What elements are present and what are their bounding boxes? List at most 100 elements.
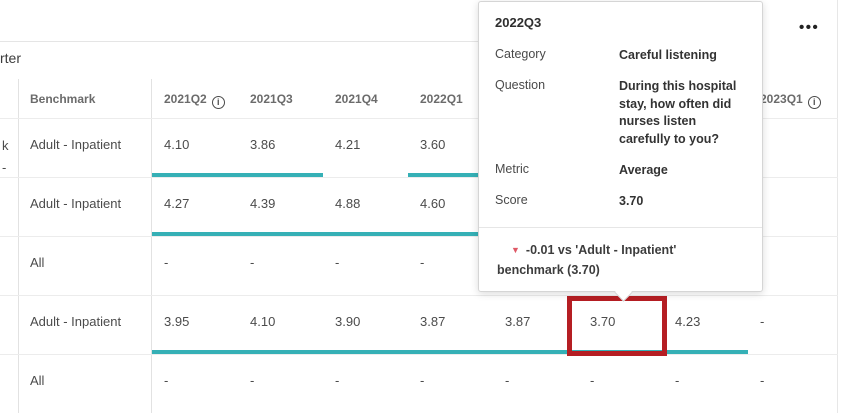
cell-value: 4.60 bbox=[420, 196, 446, 211]
cell-value: 3.95 bbox=[164, 314, 190, 329]
cell-value: 4.39 bbox=[250, 196, 276, 211]
benchmark-cell: Adult - Inpatient bbox=[19, 296, 152, 354]
cell-value: 3.87 bbox=[505, 314, 531, 329]
value-cell[interactable]: - bbox=[408, 355, 493, 413]
benchmark-column-header: Benchmark bbox=[19, 79, 152, 118]
tooltip-field-value: Average bbox=[619, 162, 668, 177]
value-cell[interactable]: 4.88 bbox=[323, 178, 408, 236]
cell-value: - bbox=[335, 255, 340, 270]
quarter-header-label: 2022Q1 bbox=[420, 92, 463, 106]
benchmark-bar bbox=[152, 173, 238, 177]
row-stub-fragment: - bbox=[2, 160, 7, 175]
quarter-header: 2021Q2 i bbox=[152, 79, 238, 118]
cell-value: 3.86 bbox=[250, 137, 276, 152]
row-stub-cell bbox=[0, 178, 19, 236]
value-cell[interactable]: - bbox=[323, 355, 408, 413]
value-cell[interactable]: 4.10 bbox=[238, 296, 323, 354]
value-cell[interactable]: - bbox=[578, 355, 663, 413]
benchmark-delta: ▼ -0.01 vs 'Adult - Inpatient' benchmark … bbox=[495, 241, 746, 280]
tooltip-field-label: Metric bbox=[495, 161, 530, 176]
cell-value: 4.10 bbox=[250, 314, 276, 329]
delta-down-icon: ▼ bbox=[511, 245, 520, 256]
benchmark-bar bbox=[663, 350, 748, 354]
highlighted-cell-outline bbox=[567, 296, 667, 356]
tooltip-field-category: Category Careful listening bbox=[495, 47, 746, 65]
value-cell[interactable]: 4.23 bbox=[663, 296, 748, 354]
tooltip-divider bbox=[479, 227, 762, 229]
tooltip-field-label: Score bbox=[495, 192, 528, 207]
benchmark-bar bbox=[152, 232, 238, 236]
row-stub-cell bbox=[0, 355, 19, 413]
value-cell[interactable]: 3.90 bbox=[323, 296, 408, 354]
quarter-header: 2023Q1 i bbox=[748, 79, 838, 118]
value-cell[interactable]: 3.95 bbox=[152, 296, 238, 354]
value-cell[interactable]: 4.10 bbox=[152, 119, 238, 177]
widget-right-border bbox=[837, 0, 838, 413]
value-cell[interactable]: 3.60 bbox=[408, 119, 493, 177]
widget-options-button[interactable]: ••• bbox=[799, 19, 820, 36]
cell-value: - bbox=[164, 255, 169, 270]
benchmark-bar bbox=[493, 350, 578, 354]
benchmark-bar bbox=[323, 350, 408, 354]
tooltip-field-metric: Metric Average bbox=[495, 162, 746, 180]
value-cell[interactable]: - bbox=[323, 237, 408, 295]
value-cell[interactable]: - bbox=[152, 237, 238, 295]
cell-value: 3.90 bbox=[335, 314, 361, 329]
cell-value: - bbox=[164, 373, 169, 388]
cell-value: 4.21 bbox=[335, 137, 361, 152]
value-cell[interactable]: - bbox=[748, 355, 838, 413]
value-cell[interactable]: - bbox=[408, 237, 493, 295]
value-cell[interactable]: 3.87 bbox=[408, 296, 493, 354]
cell-value: - bbox=[420, 373, 425, 388]
benchmark-cell: All bbox=[19, 237, 152, 295]
cell-value: - bbox=[420, 255, 425, 270]
table-row: All - - - - bbox=[0, 237, 838, 296]
benchmark-delta-text: -0.01 vs 'Adult - Inpatient' benchmark (… bbox=[497, 243, 677, 277]
widget-top-divider bbox=[0, 41, 478, 42]
info-icon[interactable]: i bbox=[211, 96, 225, 109]
row-stub-cell: k- bbox=[0, 119, 19, 177]
row-stub-cell bbox=[0, 296, 19, 354]
cell-value: 4.10 bbox=[164, 137, 190, 152]
table-row: Adult - Inpatient 3.95 4.10 3.90 3.87 3.87 3.7… bbox=[0, 296, 838, 355]
tooltip-field-label: Category bbox=[495, 47, 546, 61]
value-cell[interactable]: 4.39 bbox=[238, 178, 323, 236]
value-cell[interactable]: 4.27 bbox=[152, 178, 238, 236]
value-cell[interactable]: - bbox=[152, 355, 238, 413]
tooltip-field-value: 3.70 bbox=[619, 193, 644, 208]
cell-value: 3.70 bbox=[590, 314, 616, 329]
value-cell[interactable]: - bbox=[748, 296, 838, 354]
benchmark-bar bbox=[323, 232, 408, 236]
benchmark-bar bbox=[238, 173, 323, 177]
cell-value: 4.27 bbox=[164, 196, 190, 211]
table-row: Adult - Inpatient 4.27 4.39 4.88 4.60 bbox=[0, 178, 838, 237]
widget-title-fragment: rter bbox=[0, 50, 21, 66]
quarter-header-label: 2021Q2 bbox=[164, 92, 207, 106]
value-cell[interactable]: 4.21 bbox=[323, 119, 408, 177]
value-cell[interactable]: - bbox=[238, 355, 323, 413]
benchmark-cell: Adult - Inpatient bbox=[19, 119, 152, 177]
cell-value: - bbox=[335, 373, 340, 388]
cell-tooltip: 2022Q3 Category Careful listening Questi… bbox=[478, 1, 763, 292]
value-cell[interactable]: - bbox=[493, 355, 578, 413]
value-cell[interactable]: - bbox=[238, 237, 323, 295]
row-stub-cell bbox=[0, 237, 19, 295]
value-cell[interactable]: 4.60 bbox=[408, 178, 493, 236]
table-row: k - Adult - Inpatient 4.10 3.86 4.21 3.60 bbox=[0, 119, 838, 178]
column-stub bbox=[0, 79, 19, 118]
cell-value: - bbox=[675, 373, 680, 388]
info-icon[interactable]: i bbox=[807, 96, 821, 109]
cell-value: - bbox=[760, 314, 765, 329]
benchmark-cell: Adult - Inpatient bbox=[19, 178, 152, 236]
tooltip-field-value: During this hospital stay, how often did… bbox=[619, 78, 737, 146]
table-row: All - - - - - - - - bbox=[0, 355, 838, 413]
value-cell[interactable]: - bbox=[663, 355, 748, 413]
tooltip-title: 2022Q3 bbox=[495, 15, 542, 30]
cell-value: 4.88 bbox=[335, 196, 361, 211]
benchmark-bar bbox=[238, 350, 323, 354]
cell-value: 3.87 bbox=[420, 314, 446, 329]
row-stub-fragment: k bbox=[2, 138, 9, 153]
value-cell[interactable]: 3.86 bbox=[238, 119, 323, 177]
cell-value: 3.60 bbox=[420, 137, 446, 152]
value-cell[interactable]: 3.87 bbox=[493, 296, 578, 354]
